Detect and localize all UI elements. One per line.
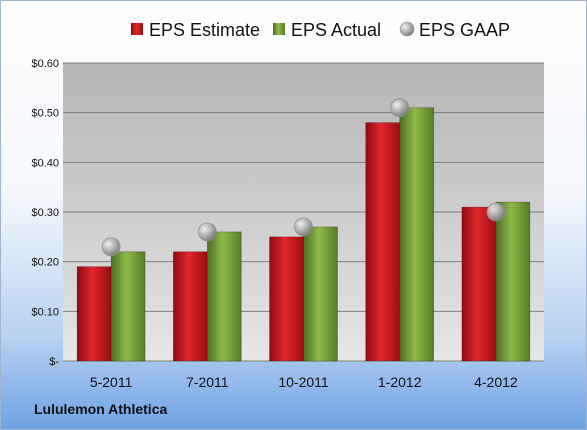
legend-swatch-eps-gaap	[399, 21, 415, 37]
bar-eps-estimate-10-2011	[269, 236, 304, 362]
marker-eps-gaap-7-2011	[197, 222, 217, 242]
bar-eps-estimate-4-2012	[461, 206, 497, 362]
legend-swatch-eps-estimate	[131, 23, 143, 35]
y-tick-label: $-	[49, 356, 59, 368]
legend-label-eps-actual: EPS Actual	[291, 20, 381, 40]
y-tick-label: $0.20	[31, 257, 59, 269]
bar-eps-estimate-5-2011	[76, 266, 112, 362]
legend: EPS Estimate EPS Actual EPS GAAP	[131, 20, 510, 40]
marker-eps-gaap-1-2012	[390, 98, 410, 118]
legend-label-eps-estimate: EPS Estimate	[149, 20, 260, 40]
x-tick-label: 4-2012	[474, 374, 518, 390]
y-tick-label: $0.10	[31, 306, 59, 318]
bar-eps-actual-4-2012	[495, 201, 531, 362]
y-tick-label: $0.50	[31, 108, 59, 120]
x-tick-label: 1-2012	[378, 374, 422, 390]
legend-swatch-eps-actual	[273, 23, 285, 35]
company-name: Lululemon Athletica	[34, 401, 168, 417]
y-tick-label: $0.40	[31, 157, 59, 169]
bar-eps-actual-1-2012	[399, 107, 435, 362]
x-tick-label: 5-2011	[90, 374, 133, 390]
y-tick-label: $0.60	[31, 58, 59, 70]
bar-eps-actual-7-2011	[206, 231, 242, 362]
y-tick-label: $0.30	[31, 207, 59, 219]
x-tick-label: 7-2011	[186, 374, 229, 390]
bars	[76, 107, 531, 362]
x-tick-label: 10-2011	[278, 374, 329, 390]
legend-label-eps-gaap: EPS GAAP	[419, 20, 510, 40]
bar-eps-actual-5-2011	[110, 251, 146, 362]
marker-eps-gaap-10-2011	[294, 217, 313, 237]
bar-eps-actual-10-2011	[303, 226, 338, 362]
x-axis: 5-2011 7-2011 10-2011 1-2012 4-2012	[90, 374, 518, 390]
bar-eps-estimate-7-2011	[172, 251, 208, 362]
gaap-markers	[101, 98, 506, 257]
marker-eps-gaap-4-2012	[486, 202, 506, 222]
bar-eps-estimate-1-2012	[365, 122, 401, 362]
y-axis: $- $0.10 $0.20 $0.30 $0.40 $0.50 $0.60	[31, 58, 59, 368]
marker-eps-gaap-5-2011	[101, 237, 121, 257]
